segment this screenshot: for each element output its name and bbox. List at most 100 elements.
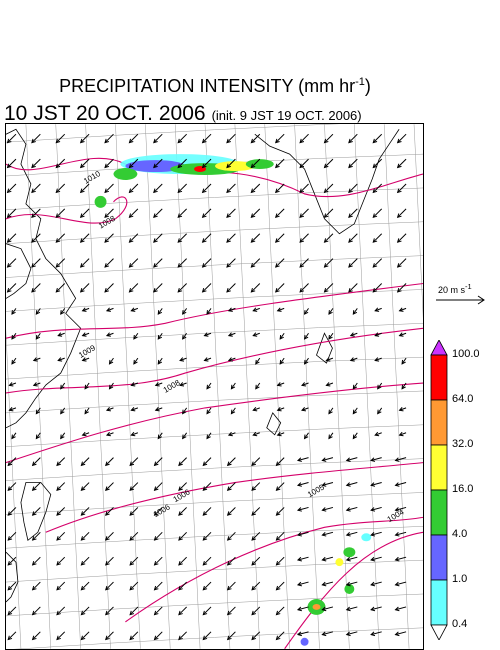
wind-vector — [226, 133, 236, 144]
wind-vector — [250, 158, 261, 169]
wind-vector — [31, 133, 41, 144]
wind-vector — [299, 133, 309, 144]
wind-vector — [372, 183, 383, 194]
wind-vector — [296, 606, 309, 612]
wind-vector — [80, 631, 90, 641]
wind-vector — [128, 258, 139, 268]
wind-vector — [11, 332, 17, 340]
wind-vector — [250, 133, 261, 144]
wind-vector — [7, 531, 17, 541]
wind-vector — [227, 431, 236, 437]
wind-vector — [321, 531, 334, 537]
wind-vector — [178, 606, 187, 616]
wind-vector — [251, 457, 261, 467]
wind-vector — [153, 258, 163, 268]
wind-vector — [206, 432, 212, 440]
wind-vector — [328, 308, 334, 315]
wind-vector — [296, 482, 309, 487]
wind-vector — [11, 432, 17, 440]
wind-vector — [251, 482, 261, 492]
wind-vector — [130, 406, 139, 412]
wind-vector — [348, 208, 358, 219]
wind-vector — [251, 556, 261, 566]
wind-vector — [252, 406, 260, 412]
wind-vector — [348, 233, 358, 243]
wind-vector — [56, 482, 66, 492]
wind-vector — [201, 158, 212, 169]
colorbar-level-label: 4.0 — [452, 528, 468, 540]
wind-vector — [31, 631, 41, 641]
wind-vector — [56, 556, 66, 566]
wind-vector — [178, 631, 187, 641]
wind-vector — [56, 507, 66, 516]
wind-vector — [250, 258, 261, 268]
wind-vector — [370, 531, 382, 537]
colorbar-level-label: 64.0 — [452, 393, 474, 405]
wind-vector — [6, 283, 17, 293]
colorbar-min-triangle — [430, 624, 448, 640]
wind-vector — [255, 382, 261, 390]
wind-vector — [60, 432, 66, 440]
wind-vector — [177, 158, 187, 169]
wind-vector — [55, 133, 66, 144]
wind-vector — [7, 581, 17, 591]
wind-vector — [129, 631, 139, 641]
wind-vector — [81, 307, 90, 312]
wind-vector — [227, 332, 236, 337]
wind-vector — [201, 258, 212, 268]
wind-vector — [274, 183, 285, 194]
wind-vector — [80, 507, 90, 516]
wind-vector — [55, 183, 66, 194]
wind-vector — [104, 183, 114, 194]
wind-vector — [377, 382, 383, 390]
wind-vector — [104, 133, 114, 144]
wind-vector — [394, 556, 407, 562]
wind-vector — [275, 531, 285, 541]
wind-vector — [252, 431, 260, 437]
wind-vector — [153, 457, 163, 467]
wind-scale-arrow — [436, 295, 485, 305]
wind-vector — [396, 158, 407, 169]
wind-vector — [396, 183, 407, 194]
wind-vector — [105, 431, 114, 437]
wind-vector — [323, 283, 334, 293]
wind-vector — [7, 606, 17, 616]
wind-vector — [105, 631, 114, 641]
wind-vector — [374, 357, 382, 362]
wind-vector — [321, 631, 334, 637]
wind-vector — [301, 406, 309, 412]
wind-vector — [178, 581, 187, 591]
wind-vector — [79, 133, 90, 144]
isobar-label: 1006 — [172, 487, 192, 504]
wind-vector — [153, 482, 163, 492]
wind-vector — [6, 233, 17, 243]
wind-vector — [250, 183, 261, 194]
wind-vector — [230, 382, 236, 390]
wind-vector — [129, 531, 139, 541]
wind-vector — [177, 133, 187, 144]
wind-vector — [79, 258, 90, 268]
wind-vector — [349, 332, 358, 337]
wind-vector — [348, 283, 358, 293]
wind-vector — [154, 382, 163, 387]
wind-vector — [104, 258, 114, 268]
wind-vector — [31, 606, 41, 616]
colorbar-level-label: 100.0 — [452, 348, 480, 360]
wind-vector — [226, 283, 236, 293]
colorbar-max-triangle — [430, 340, 448, 356]
wind-vector — [251, 531, 261, 541]
wind-vector — [401, 382, 407, 390]
wind-vector — [276, 431, 285, 437]
wind-vector — [303, 357, 309, 365]
wind-vector — [179, 357, 187, 362]
wind-vector — [227, 307, 236, 312]
wind-vector — [130, 307, 139, 312]
wind-vector — [6, 133, 17, 144]
wind-vector — [157, 308, 163, 315]
isobar-label: 1008 — [162, 378, 182, 395]
wind-vector — [323, 183, 334, 194]
wind-vector — [398, 406, 407, 412]
wind-vector — [394, 506, 407, 512]
wind-vector — [157, 432, 163, 440]
